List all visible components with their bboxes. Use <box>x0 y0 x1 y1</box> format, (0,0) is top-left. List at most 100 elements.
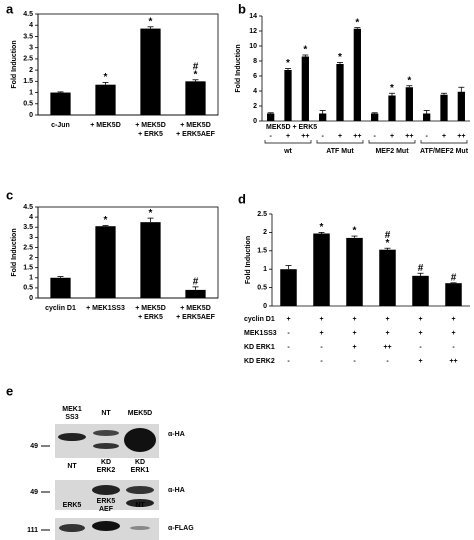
y-tick-label: 3 <box>29 234 33 241</box>
lane-label: KD <box>101 459 111 466</box>
group-bracket <box>264 140 312 144</box>
condition-sign: + <box>286 133 290 140</box>
significance-mark: # <box>418 263 424 274</box>
y-tick-label: 2.5 <box>257 211 267 218</box>
lane-label: SS3 <box>65 414 78 421</box>
lane-label: MEK5D <box>128 410 153 417</box>
y-tick-label: 3.5 <box>23 33 33 40</box>
significance-mark: * <box>149 16 153 27</box>
condition-sign: ++ <box>383 344 391 351</box>
x-tick-label: + ERK5AEF <box>176 131 215 138</box>
significance-mark: * <box>355 17 359 28</box>
significance-mark: # <box>193 277 199 288</box>
significance-mark: * <box>390 83 394 94</box>
group-label: MEF2 Mut <box>375 148 409 155</box>
y-tick-label: 3.5 <box>23 224 33 231</box>
group-bracket <box>420 140 468 144</box>
y-tick-label: 0 <box>29 112 33 119</box>
x-tick-label: + ERK5AEF <box>176 314 215 321</box>
condition-sign: - <box>425 133 428 140</box>
condition-sign: + <box>390 133 394 140</box>
bar <box>319 113 327 121</box>
y-tick-label: 2 <box>29 67 33 74</box>
significance-mark: # <box>385 230 391 241</box>
condition-label: KD ERK2 <box>244 358 275 365</box>
band <box>58 433 86 441</box>
condition-sign: ++ <box>353 133 361 140</box>
band <box>93 430 119 436</box>
condition-sign: + <box>286 316 290 323</box>
condition-sign: ++ <box>457 133 465 140</box>
x-tick-label: + MEK5D <box>180 122 211 129</box>
bar <box>284 70 292 121</box>
bar <box>336 64 344 121</box>
bar <box>457 91 465 121</box>
bar <box>371 113 379 121</box>
y-axis-label: Fold Induction <box>235 44 242 92</box>
group-bracket <box>368 140 416 144</box>
bar <box>353 28 361 121</box>
bar <box>405 87 413 121</box>
significance-mark: * <box>320 222 324 233</box>
y-tick-label: 2.5 <box>23 244 33 251</box>
significance-mark: * <box>194 69 198 80</box>
y-tick-label: 2 <box>263 229 267 236</box>
condition-sign: ++ <box>449 358 457 365</box>
panel-label: e <box>6 383 13 398</box>
x-tick-label: + MEK5D <box>135 122 166 129</box>
condition-sign: + <box>319 316 323 323</box>
y-tick-label: 1 <box>29 89 33 96</box>
bar <box>185 81 206 115</box>
y-tick-label: 1 <box>263 266 267 273</box>
condition-sign: + <box>319 330 323 337</box>
condition-sign: + <box>418 358 422 365</box>
marker-label: 49 <box>30 489 38 496</box>
y-tick-label: 0 <box>29 295 33 302</box>
condition-sign: - <box>321 133 324 140</box>
panel-label: b <box>238 1 246 16</box>
group-label: wt <box>283 148 292 155</box>
condition-sign: - <box>320 344 323 351</box>
antibody-label: α-HA <box>168 487 185 494</box>
lane-label: KD <box>135 459 145 466</box>
group-label: ATF/MEF2 Mut <box>420 148 469 155</box>
condition-label: KD ERK1 <box>244 344 275 351</box>
bar <box>379 249 396 306</box>
y-tick-label: 2 <box>29 254 33 261</box>
y-tick-label: 0.5 <box>257 284 267 291</box>
y-tick-label: 4 <box>253 88 257 95</box>
significance-mark: * <box>407 75 411 86</box>
condition-sign: + <box>451 316 455 323</box>
significance-mark: * <box>104 72 108 83</box>
condition-sign: + <box>385 330 389 337</box>
lane-label: ERK5 <box>63 502 82 509</box>
panel-label: d <box>238 191 246 206</box>
y-tick-label: 3 <box>29 45 33 52</box>
x-tick-label: + ERK5 <box>138 314 163 321</box>
condition-sign: - <box>287 344 290 351</box>
significance-mark: # <box>193 61 199 72</box>
lane-label: NT <box>135 502 145 509</box>
group-label: ATF Mut <box>326 148 354 155</box>
y-tick-label: 1.5 <box>23 78 33 85</box>
y-tick-label: 1 <box>29 275 33 282</box>
bar <box>140 28 161 115</box>
bar <box>50 92 71 115</box>
condition-sign: + <box>451 330 455 337</box>
y-tick-label: 4.5 <box>23 11 33 18</box>
bar <box>95 226 116 298</box>
y-tick-label: 1.5 <box>23 265 33 272</box>
bar <box>388 95 396 121</box>
y-tick-label: 8 <box>253 58 257 65</box>
bar <box>267 113 275 121</box>
y-tick-label: 0.5 <box>23 101 33 108</box>
condition-sign: - <box>419 344 422 351</box>
condition-sign: + <box>385 316 389 323</box>
band <box>130 526 150 530</box>
x-tick-label: + ERK5 <box>138 131 163 138</box>
y-tick-label: 0.5 <box>23 285 33 292</box>
significance-mark: * <box>149 208 153 219</box>
bar <box>50 277 71 298</box>
condition-sign: + <box>352 330 356 337</box>
